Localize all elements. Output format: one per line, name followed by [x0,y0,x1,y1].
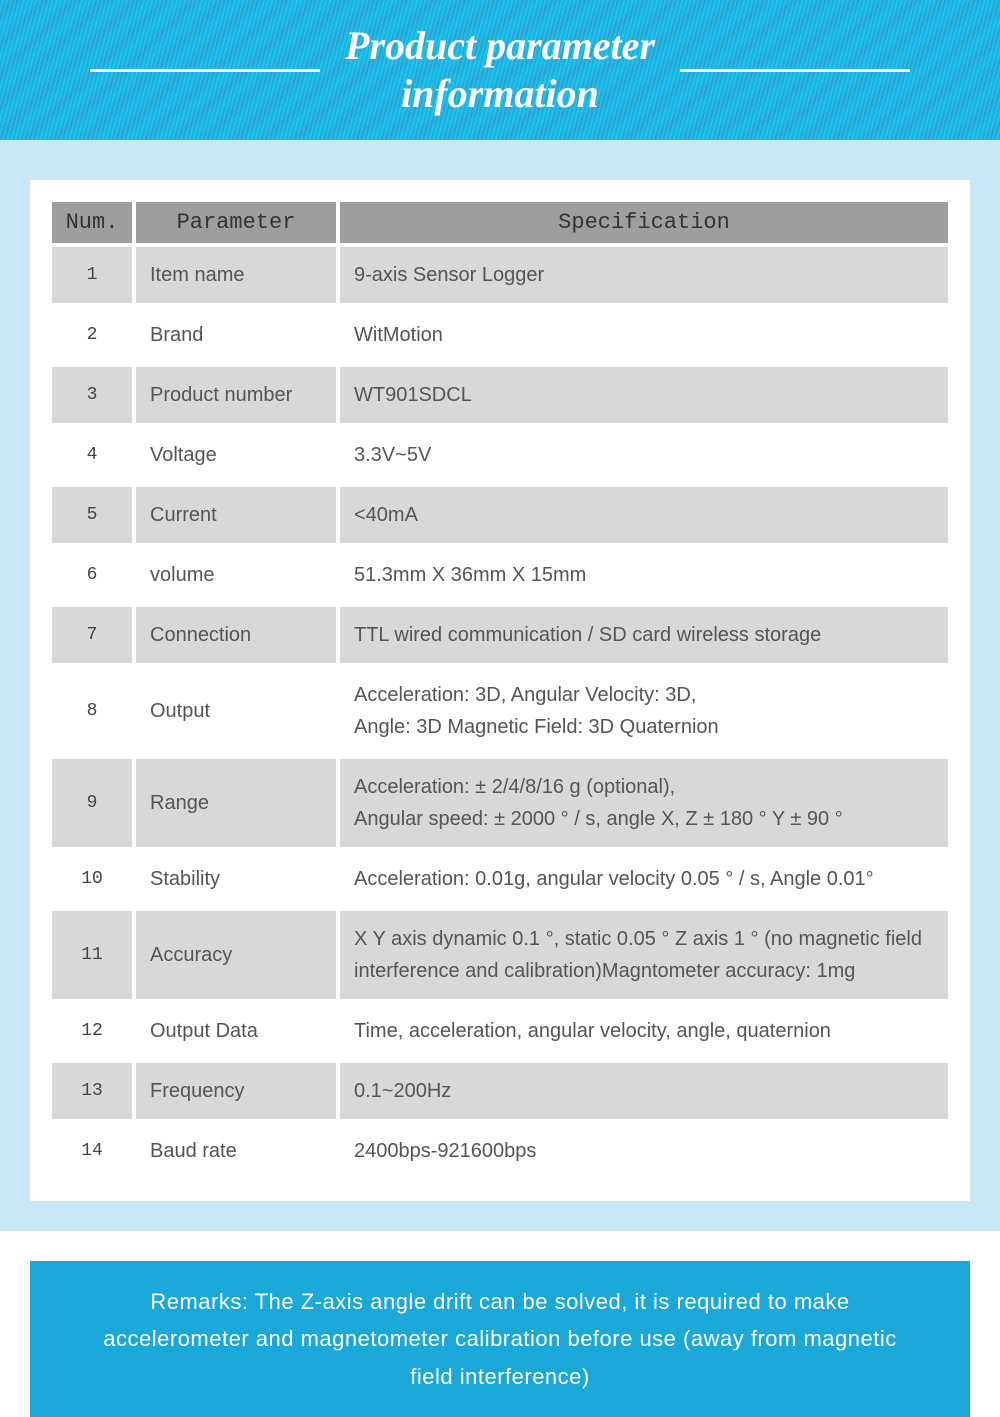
header-title-wrap: Product parameter information [0,22,1000,118]
cell-specification: 3.3V~5V [340,427,948,483]
table-row: 9RangeAcceleration: ± 2/4/8/16 g (option… [52,759,948,847]
cell-specification: 51.3mm X 36mm X 15mm [340,547,948,603]
title-line-1: Product parameter [345,23,655,68]
table-card: Num. Parameter Specification 1Item name9… [30,180,970,1201]
table-body: 1Item name9-axis Sensor Logger2BrandWitM… [52,247,948,1179]
table-row: 12Output DataTime, acceleration, angular… [52,1003,948,1059]
cell-num: 1 [52,247,132,303]
cell-specification: Acceleration: 3D, Angular Velocity: 3D,A… [340,667,948,755]
table-row: 7ConnectionTTL wired communication / SD … [52,607,948,663]
cell-num: 10 [52,851,132,907]
cell-num: 8 [52,667,132,755]
cell-num: 13 [52,1063,132,1119]
header-line-right [680,69,910,72]
cell-specification: Acceleration: 0.01g, angular velocity 0.… [340,851,948,907]
cell-num: 6 [52,547,132,603]
table-row: 13Frequency0.1~200Hz [52,1063,948,1119]
table-row: 2BrandWitMotion [52,307,948,363]
table-row: 10StabilityAcceleration: 0.01g, angular … [52,851,948,907]
cell-num: 2 [52,307,132,363]
cell-num: 9 [52,759,132,847]
table-row: 5Current<40mA [52,487,948,543]
cell-specification: TTL wired communication / SD card wirele… [340,607,948,663]
table-row: 8OutputAcceleration: 3D, Angular Velocit… [52,667,948,755]
title-line-2: information [401,71,599,116]
cell-num: 11 [52,911,132,999]
cell-parameter: Current [136,487,336,543]
table-row: 1Item name9-axis Sensor Logger [52,247,948,303]
cell-parameter: Frequency [136,1063,336,1119]
remarks-text: Remarks: The Z-axis angle drift can be s… [103,1289,896,1389]
cell-num: 12 [52,1003,132,1059]
cell-specification: Time, acceleration, angular velocity, an… [340,1003,948,1059]
cell-parameter: Brand [136,307,336,363]
cell-parameter: Output [136,667,336,755]
cell-num: 7 [52,607,132,663]
table-row: 4Voltage3.3V~5V [52,427,948,483]
cell-parameter: Connection [136,607,336,663]
page-title: Product parameter information [320,22,680,118]
cell-specification: WitMotion [340,307,948,363]
col-header-specification: Specification [340,202,948,243]
cell-specification: X Y axis dynamic 0.1 °, static 0.05 ° Z … [340,911,948,999]
cell-parameter: Stability [136,851,336,907]
table-row: 3Product numberWT901SDCL [52,367,948,423]
table-row: 14Baud rate2400bps-921600bps [52,1123,948,1179]
cell-num: 4 [52,427,132,483]
remarks-banner: Remarks: The Z-axis angle drift can be s… [30,1261,970,1417]
parameter-table: Num. Parameter Specification 1Item name9… [48,198,952,1183]
header-banner: Product parameter information [0,0,1000,140]
content-area: Num. Parameter Specification 1Item name9… [0,140,1000,1231]
cell-parameter: Product number [136,367,336,423]
header-line-left [90,69,320,72]
col-header-parameter: Parameter [136,202,336,243]
cell-num: 3 [52,367,132,423]
cell-parameter: Range [136,759,336,847]
cell-specification: WT901SDCL [340,367,948,423]
cell-specification: 9-axis Sensor Logger [340,247,948,303]
table-row: 11AccuracyX Y axis dynamic 0.1 °, static… [52,911,948,999]
cell-specification: 2400bps-921600bps [340,1123,948,1179]
table-row: 6volume51.3mm X 36mm X 15mm [52,547,948,603]
cell-specification: <40mA [340,487,948,543]
cell-parameter: Baud rate [136,1123,336,1179]
cell-parameter: volume [136,547,336,603]
cell-parameter: Item name [136,247,336,303]
col-header-num: Num. [52,202,132,243]
cell-parameter: Accuracy [136,911,336,999]
table-header-row: Num. Parameter Specification [52,202,948,243]
cell-parameter: Voltage [136,427,336,483]
cell-num: 5 [52,487,132,543]
cell-specification: 0.1~200Hz [340,1063,948,1119]
cell-parameter: Output Data [136,1003,336,1059]
cell-specification: Acceleration: ± 2/4/8/16 g (optional),An… [340,759,948,847]
cell-num: 14 [52,1123,132,1179]
